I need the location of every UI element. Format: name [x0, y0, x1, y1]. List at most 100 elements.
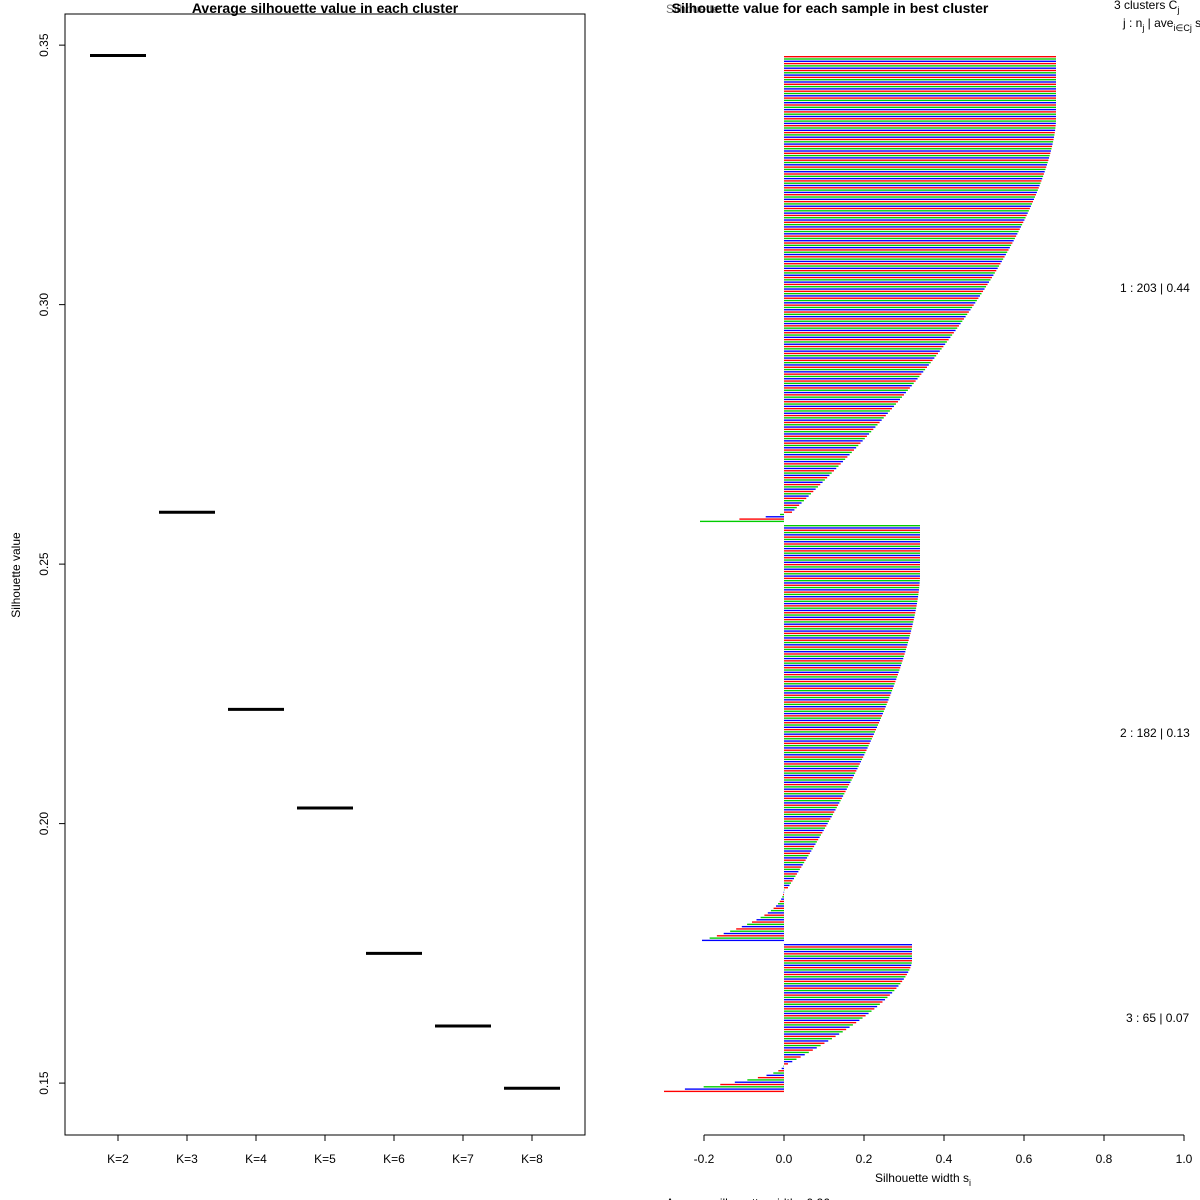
silhouette-bar	[784, 527, 920, 529]
silhouette-bar	[784, 596, 919, 598]
silhouette-bar	[784, 430, 872, 433]
silhouette-bar	[784, 120, 1056, 122]
silhouette-bar	[784, 694, 891, 696]
silhouette-bar	[784, 235, 1017, 237]
silhouette-bar	[784, 1026, 850, 1028]
silhouette-bar	[784, 1008, 875, 1010]
silhouette-bar	[784, 509, 795, 511]
silhouette-bar	[784, 495, 809, 497]
silhouette-bar	[764, 914, 784, 916]
silhouette-bar	[784, 99, 1056, 102]
silhouette-bar	[784, 813, 833, 816]
chart-title: Average silhouette value in each cluster	[192, 0, 459, 16]
silhouette-bar	[784, 150, 1051, 152]
silhouette-bar	[709, 937, 784, 939]
silhouette-bar	[784, 685, 894, 687]
silhouette-bar	[784, 226, 1021, 228]
silhouette-bar	[784, 978, 904, 980]
silhouette-bar	[784, 184, 1040, 187]
silhouette-bar	[784, 996, 888, 999]
silhouette-bar	[784, 182, 1041, 184]
x-tick-label: K=2	[107, 1152, 129, 1166]
silhouette-bar	[784, 267, 998, 270]
silhouette-bar	[784, 315, 966, 318]
cluster-label: 1 : 203 | 0.44	[1120, 281, 1190, 295]
silhouette-bar	[784, 832, 823, 834]
silhouette-bar	[784, 414, 886, 417]
silhouette-bar	[784, 651, 906, 653]
silhouette-bar	[784, 554, 920, 557]
silhouette-bar	[784, 345, 944, 348]
silhouette-bar	[784, 607, 917, 609]
silhouette-bar	[784, 175, 1044, 178]
silhouette-bar	[784, 696, 890, 699]
silhouette-bar	[784, 148, 1052, 150]
silhouette-bar	[784, 529, 920, 531]
silhouette-bar	[784, 168, 1046, 171]
silhouette-bar	[784, 797, 842, 800]
silhouette-bar	[784, 62, 1056, 65]
silhouette-bar	[784, 325, 959, 327]
silhouette-bar	[784, 253, 1006, 256]
silhouette-bar	[784, 421, 880, 424]
silhouette-bar	[784, 143, 1053, 145]
silhouette-bar	[784, 861, 805, 864]
silhouette-bar	[784, 1033, 840, 1035]
silhouette-bar	[784, 79, 1056, 81]
silhouette-bar	[784, 437, 865, 440]
x-axis-label: Silhouette width si	[875, 1171, 971, 1188]
silhouette-bar	[784, 364, 929, 366]
silhouette-bar	[784, 630, 912, 632]
silhouette-bar	[784, 822, 828, 825]
silhouette-bar	[784, 875, 796, 877]
silhouette-bar	[784, 467, 837, 470]
silhouette-bar	[784, 850, 812, 852]
silhouette-bar	[784, 602, 917, 605]
silhouette-bar	[784, 525, 920, 527]
silhouette-bar	[784, 320, 963, 322]
silhouette-bar	[784, 664, 902, 667]
silhouette-bar	[784, 673, 898, 676]
silhouette-bar	[784, 497, 807, 500]
y-tick-label: 0.30	[37, 293, 51, 317]
silhouette-bar	[784, 233, 1018, 235]
silhouette-bar	[784, 550, 920, 552]
silhouette-bar	[784, 667, 901, 669]
silhouette-bar	[784, 384, 912, 387]
silhouette-bar	[739, 518, 784, 520]
silhouette-bar	[784, 566, 920, 568]
silhouette-bar	[784, 575, 920, 577]
silhouette-bar	[784, 1051, 809, 1054]
silhouette-bar	[784, 726, 878, 729]
cluster-bars	[700, 56, 1056, 523]
silhouette-bar	[784, 263, 1001, 265]
silhouette-bar	[784, 531, 920, 534]
silhouette-bar	[784, 502, 802, 504]
silhouette-bar	[784, 401, 898, 403]
silhouette-bar	[784, 279, 991, 281]
silhouette-bar	[784, 1015, 866, 1017]
silhouette-bar	[784, 547, 920, 550]
silhouette-bar	[784, 598, 918, 600]
silhouette-bar	[784, 843, 816, 845]
silhouette-bar	[784, 127, 1056, 129]
silhouette-bar	[784, 1042, 825, 1044]
silhouette-bar	[778, 903, 784, 905]
silhouette-bar	[784, 699, 889, 701]
silhouette-bar	[784, 472, 832, 474]
silhouette-bar	[784, 113, 1056, 115]
silhouette-bar	[784, 834, 821, 836]
silhouette-bar	[784, 845, 815, 848]
silhouette-bar	[784, 589, 919, 591]
silhouette-bar	[784, 458, 846, 460]
silhouette-bar	[784, 765, 859, 767]
silhouette-bar	[784, 58, 1056, 60]
silhouette-bar	[702, 939, 784, 942]
silhouette-plot: Silhouette value for each sample in best…	[664, 0, 1200, 1200]
silhouette-bar	[784, 804, 839, 806]
silhouette-bar	[784, 111, 1056, 113]
silhouette-bar	[784, 749, 867, 751]
silhouette-bar	[784, 104, 1056, 106]
silhouette-bar	[784, 506, 797, 509]
silhouette-bar	[784, 240, 1014, 242]
